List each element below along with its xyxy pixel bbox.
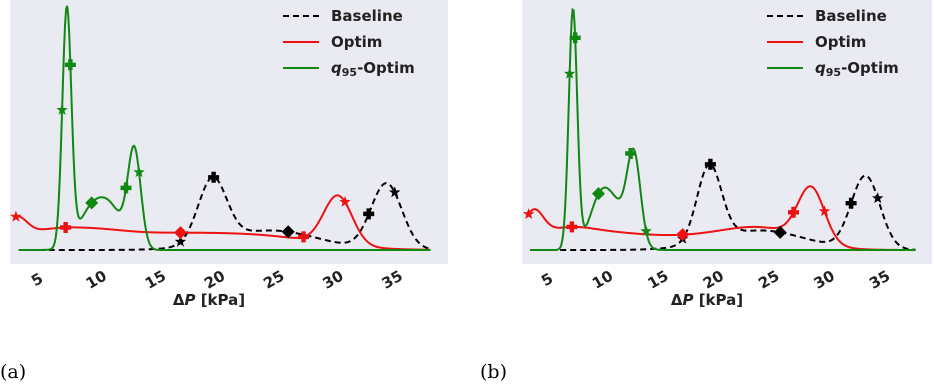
x-tick-label: 15 (142, 267, 169, 293)
x-axis-label: ΔP [kPa] (173, 291, 245, 309)
marker-q95-plus-3 (625, 147, 637, 159)
legend-label-q95: q95-Optim (331, 59, 415, 79)
legend-label-rest: -Optim (357, 59, 415, 77)
legend-label-q95: q95-Optim (815, 59, 899, 79)
x-axis-label-unit: [kPa] (195, 291, 245, 309)
marker-baseline-star-4 (389, 186, 401, 198)
marker-optim-plus-3 (787, 206, 799, 218)
legend-label-rest: -Optim (841, 59, 899, 77)
x-tick-label: 20 (201, 267, 228, 293)
marker-optim-diamond-2 (676, 228, 690, 242)
marker-baseline-plus-1 (208, 171, 220, 183)
marker-baseline-diamond-2 (281, 225, 295, 239)
x-tick-label: 10 (83, 267, 110, 293)
x-axis-label-prefix: Δ (671, 291, 683, 309)
x-tick-label: 15 (644, 267, 671, 293)
marker-baseline-diamond-2 (773, 225, 787, 239)
panel-caption: (a) (0, 361, 26, 383)
legend-label-q: q (815, 59, 826, 77)
x-tick-label: 25 (755, 267, 782, 293)
x-tick-label: 35 (379, 267, 406, 293)
x-tick-label: 5 (28, 269, 46, 290)
marker-optim-diamond-2 (173, 226, 187, 240)
marker-baseline-star-0 (174, 235, 187, 247)
marker-optim-star-4 (818, 205, 831, 217)
marker-q95-star-0 (563, 67, 576, 79)
legend-label-optim: Optim (331, 33, 382, 51)
marker-optim-plus-1 (566, 221, 578, 233)
x-tick-label: 30 (320, 267, 347, 293)
legend-label-baseline: Baseline (815, 7, 887, 25)
marker-optim-star-0 (522, 208, 535, 219)
legend-label-optim: Optim (815, 33, 866, 51)
series-line-baseline (18, 176, 431, 251)
marker-q95-diamond-2 (591, 187, 605, 201)
legend-label-baseline: Baseline (331, 7, 403, 25)
x-tick-label: 35 (866, 267, 893, 293)
marker-optim-plus-1 (60, 222, 72, 234)
series-line-q95 (18, 5, 431, 251)
marker-q95-star-0 (56, 104, 68, 115)
series-line-optim (18, 194, 431, 251)
plot-background (522, 0, 932, 264)
marker-q95-star-4 (133, 166, 145, 178)
x-tick-label: 30 (811, 267, 838, 293)
plot-background (10, 0, 448, 264)
legend-label-sub: 95 (342, 66, 357, 79)
x-tick-label: 25 (260, 267, 287, 293)
x-axis-label-var: P (682, 291, 693, 309)
marker-optim-star-0 (10, 210, 22, 222)
legend-label-sub: 95 (826, 66, 841, 79)
marker-baseline-plus-3 (363, 208, 375, 220)
series-line-q95 (530, 7, 916, 251)
x-tick-label: 5 (538, 269, 556, 290)
legend-label-q: q (331, 59, 342, 77)
marker-q95-star-4 (640, 225, 652, 237)
marker-q95-plus-1 (569, 32, 581, 44)
marker-baseline-plus-3 (845, 197, 857, 209)
marker-optim-star-4 (339, 196, 351, 207)
chart-panel-a: 5 10 15 20 25 30 35 ΔP [kPa] Baseline Optim q95-Op… (0, 0, 448, 383)
marker-baseline-plus-1 (704, 158, 716, 170)
chart-panel-b: 5 10 15 20 25 30 35 ΔP [kPa] Baseline Optim q95-Op… (480, 0, 932, 383)
x-axis-label-prefix: Δ (173, 291, 185, 309)
x-axis-label-unit: [kPa] (693, 291, 743, 309)
marker-baseline-star-4 (872, 192, 884, 204)
x-axis-label-var: P (184, 291, 195, 309)
marker-q95-plus-3 (120, 182, 132, 194)
x-tick-label: 10 (589, 267, 616, 293)
marker-optim-plus-3 (298, 231, 310, 243)
marker-q95-diamond-2 (85, 196, 99, 210)
marker-q95-plus-1 (64, 59, 76, 71)
x-axis-label: ΔP [kPa] (671, 291, 743, 309)
x-tick-label: 20 (700, 267, 727, 293)
series-line-optim (529, 185, 916, 251)
panel-caption: (b) (480, 361, 507, 383)
